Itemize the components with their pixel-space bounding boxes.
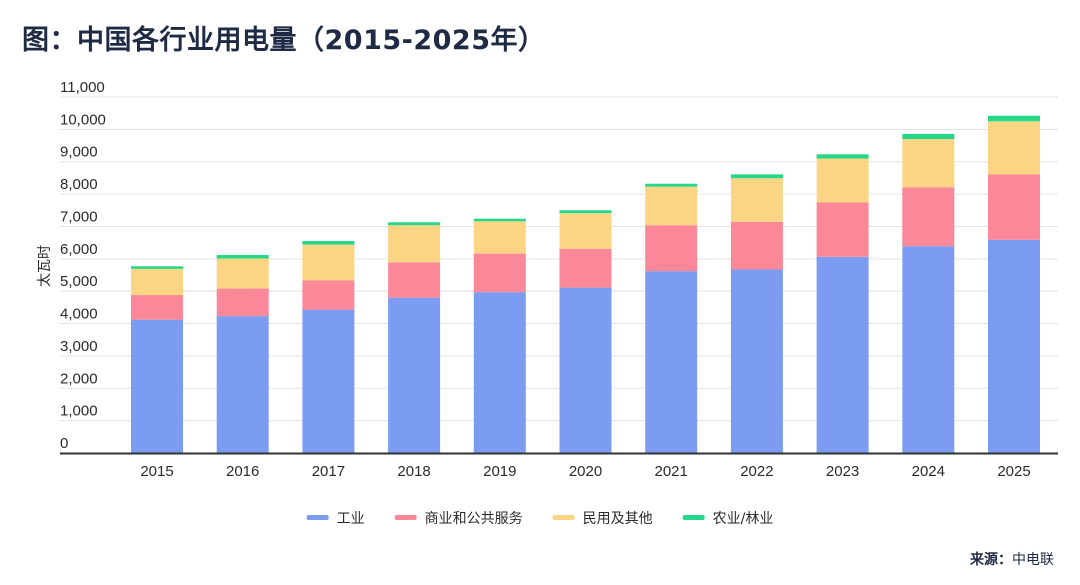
bar-segment-2018-series-1 bbox=[388, 262, 441, 298]
bar-segment-2018-series-0 bbox=[388, 297, 441, 453]
legend-label: 民用及其他 bbox=[583, 511, 653, 527]
bar-segment-2022-series-2 bbox=[730, 178, 783, 222]
bar-segment-2021-series-2 bbox=[645, 186, 698, 226]
bar-segment-2023-series-1 bbox=[816, 202, 869, 257]
bar-segment-2022-series-1 bbox=[730, 221, 783, 270]
bar-segment-2017-series-0 bbox=[302, 309, 355, 453]
legend-item-0: 工业 bbox=[306, 511, 365, 527]
bar-segment-2025-series-3 bbox=[988, 115, 1040, 122]
x-tick-label: 2016 bbox=[226, 463, 259, 480]
bar-segment-2023-series-0 bbox=[816, 256, 869, 453]
x-axis-tick-labels: 2015 2016 2017 2018 2019 2020 2021 2022 2023 2024… bbox=[140, 463, 1030, 480]
legend-swatch bbox=[682, 515, 705, 520]
bar-segment-2015-series-1 bbox=[131, 295, 183, 320]
bar-segment-2017-series-1 bbox=[302, 280, 355, 310]
y-tick-label: 10,000 bbox=[60, 111, 106, 128]
bar-segment-2024-series-3 bbox=[902, 133, 955, 140]
bar-segment-2018-series-2 bbox=[388, 225, 441, 263]
bar-segment-2021-series-3 bbox=[645, 183, 698, 187]
legend-label: 农业/林业 bbox=[713, 511, 774, 527]
bar-segment-2019-series-1 bbox=[473, 253, 526, 293]
bar-segment-2015-series-0 bbox=[131, 319, 183, 453]
legend-swatch bbox=[552, 515, 575, 520]
y-tick-label: 1,000 bbox=[60, 403, 98, 420]
bar-segment-2018-series-3 bbox=[388, 222, 441, 226]
y-tick-label: 5,000 bbox=[60, 273, 98, 290]
y-tick-label: 7,000 bbox=[60, 208, 98, 225]
bar-segment-2019-series-0 bbox=[473, 292, 526, 453]
bar-segment-2015-series-3 bbox=[131, 266, 183, 269]
bar-segment-2020-series-1 bbox=[559, 248, 612, 288]
legend-item-3: 农业/林业 bbox=[682, 511, 774, 527]
y-axis-tick-labels: 0 1,000 2,000 3,000 4,000 5,000 6,000 7,000 8,00… bbox=[60, 79, 106, 452]
y-tick-label: 9,000 bbox=[60, 144, 98, 161]
bar-segment-2021-series-1 bbox=[645, 225, 698, 272]
x-tick-label: 2023 bbox=[826, 463, 859, 480]
x-tick-label: 2018 bbox=[397, 463, 430, 480]
y-tick-label: 6,000 bbox=[60, 241, 98, 258]
source-label: 来源： bbox=[970, 552, 1012, 568]
bar-segments bbox=[131, 115, 1040, 453]
bar-segment-2019-series-3 bbox=[473, 218, 526, 222]
y-axis-title-group: 太瓦时 bbox=[37, 245, 53, 287]
legend-label: 工业 bbox=[337, 511, 365, 527]
bar-segment-2016-series-0 bbox=[216, 316, 269, 453]
bar-segment-2020-series-2 bbox=[559, 213, 612, 249]
y-tick-label: 0 bbox=[60, 435, 68, 452]
x-tick-label: 2021 bbox=[655, 463, 688, 480]
y-tick-label: 4,000 bbox=[60, 306, 98, 323]
bar-segment-2017-series-3 bbox=[302, 241, 355, 245]
x-tick-label: 2022 bbox=[740, 463, 773, 480]
bar-segment-2024-series-0 bbox=[902, 246, 955, 453]
source-name: 中电联 bbox=[1012, 552, 1054, 568]
bar-segment-2017-series-2 bbox=[302, 244, 355, 281]
bar-segment-2025-series-0 bbox=[988, 239, 1040, 453]
bar-segment-2025-series-1 bbox=[988, 174, 1040, 240]
bar-segment-2016-series-1 bbox=[216, 288, 269, 317]
y-tick-label: 8,000 bbox=[60, 176, 98, 193]
y-tick-label: 3,000 bbox=[60, 338, 98, 355]
legend: 工业 商业和公共服务 民用及其他 农业/林业 bbox=[306, 511, 774, 527]
legend-item-2: 民用及其他 bbox=[552, 511, 653, 527]
source-note: 来源：中电联 bbox=[970, 549, 1054, 569]
legend-swatch bbox=[306, 515, 329, 520]
x-tick-label: 2017 bbox=[312, 463, 345, 480]
y-tick-label: 2,000 bbox=[60, 370, 98, 387]
bar-segment-2022-series-0 bbox=[730, 269, 783, 453]
bar-segment-2015-series-2 bbox=[131, 268, 183, 296]
x-tick-label: 2015 bbox=[140, 463, 173, 480]
bar-segment-2020-series-0 bbox=[559, 287, 612, 453]
bar-segment-2024-series-1 bbox=[902, 187, 955, 247]
bar-segment-2021-series-0 bbox=[645, 271, 698, 453]
bar-segment-2019-series-2 bbox=[473, 221, 526, 254]
bar-segment-2023-series-3 bbox=[816, 154, 869, 159]
legend-label: 商业和公共服务 bbox=[425, 511, 523, 527]
y-axis-title: 太瓦时 bbox=[37, 245, 53, 287]
x-tick-label: 2025 bbox=[997, 463, 1030, 480]
x-tick-label: 2020 bbox=[569, 463, 602, 480]
bar-segment-2020-series-3 bbox=[559, 210, 612, 214]
bar-segment-2022-series-3 bbox=[730, 174, 783, 179]
bar-segment-2016-series-3 bbox=[216, 254, 269, 259]
chart-title: 图：中国各行业用电量（2015-2025年） bbox=[22, 25, 546, 56]
legend-swatch bbox=[394, 515, 417, 520]
y-tick-label: 11,000 bbox=[60, 79, 105, 96]
x-tick-label: 2019 bbox=[483, 463, 516, 480]
bar-segment-2025-series-2 bbox=[988, 121, 1040, 175]
x-tick-label: 2024 bbox=[912, 463, 945, 480]
bar-segment-2023-series-2 bbox=[816, 158, 869, 203]
bar-segment-2016-series-2 bbox=[216, 258, 269, 289]
bar-segment-2024-series-2 bbox=[902, 139, 955, 188]
legend-item-1: 商业和公共服务 bbox=[394, 511, 523, 527]
